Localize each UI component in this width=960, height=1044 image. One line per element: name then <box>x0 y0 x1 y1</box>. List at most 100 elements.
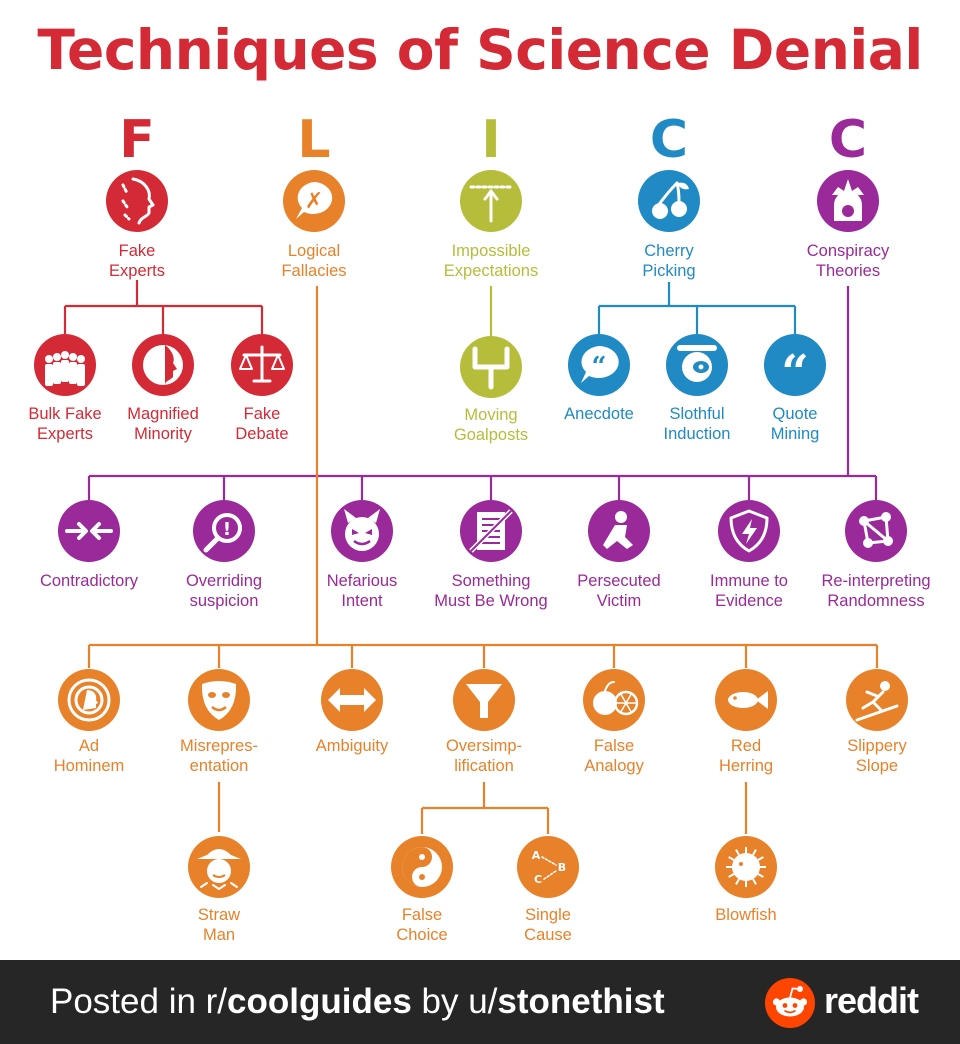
svg-text:✗: ✗ <box>305 189 323 214</box>
node-immune-to-evidence: Immune to Evidence <box>710 500 788 610</box>
node-label-line: Fake <box>119 242 156 260</box>
abc-arrows-icon: A B C <box>532 849 566 886</box>
node-fake-experts: Fake Experts <box>106 170 168 280</box>
arrow-to-dotted-line-icon <box>469 185 513 223</box>
node-re-interpreting-randomness: Re-interpreting Randomness <box>821 500 931 610</box>
node-label-line: lification <box>454 757 514 775</box>
node-label-line: Overriding <box>186 572 262 590</box>
category-letter: I <box>481 110 500 170</box>
target-head-icon <box>67 678 111 722</box>
node-label-line: Slothful <box>669 405 724 423</box>
node-label-line: False <box>402 906 442 924</box>
node-label-line: Slippery <box>847 737 907 755</box>
node-circle <box>638 170 700 232</box>
svg-text:“: “ <box>781 345 809 401</box>
speech-bubble-x-icon: ✗ <box>296 182 333 219</box>
svg-text:!: ! <box>223 519 231 540</box>
node-ambiguity: Ambiguity <box>316 669 389 755</box>
node-label-line: Debate <box>235 425 288 443</box>
node-label-line: Cause <box>524 926 572 944</box>
node-label-line: Experts <box>109 262 165 280</box>
node-label-line: Logical <box>288 242 340 260</box>
diagram-nodes: F L I C C Fake Experts ✗ Logical Fallacies Impossi… <box>28 110 930 944</box>
node-label-line: Theories <box>816 262 880 280</box>
reddit-snoo-icon[interactable] <box>765 978 815 1028</box>
node-misrepres-entation: Misrepres-entation <box>180 669 258 775</box>
blowfish-icon <box>726 847 766 887</box>
node-cherry-picking: Cherry Picking <box>638 170 700 280</box>
node-label-line: Contradictory <box>40 572 139 590</box>
node-label-line: Quote <box>773 405 818 423</box>
node-impossible-expectations: Impossible Expectations <box>444 170 538 280</box>
svg-text:C: C <box>534 873 542 886</box>
sloth-icon <box>677 345 717 382</box>
footer-middle: by u/ <box>411 982 498 1021</box>
node-label-line: Conspiracy <box>807 242 890 260</box>
node-label-line: Single <box>525 906 571 924</box>
crowd-icon <box>45 351 85 386</box>
node-label-line: Red <box>731 737 761 755</box>
node-label-line: Ambiguity <box>316 737 389 755</box>
opposing-arrows-icon <box>65 522 113 540</box>
node-fake-debate: Fake Debate <box>231 334 293 443</box>
crossed-document-icon <box>469 509 513 553</box>
node-label-line: Choice <box>396 926 447 944</box>
footer-bar: Posted in r/coolguides by u/stonethist r… <box>0 960 960 1044</box>
category-letter: F <box>119 110 155 170</box>
cherries-icon <box>652 181 689 219</box>
node-straw-man: Straw Man <box>188 836 250 944</box>
svg-text:B: B <box>558 861 566 874</box>
tinfoil-head-icon <box>832 179 864 221</box>
kneeling-figure-icon <box>603 511 633 549</box>
node-circle <box>106 170 168 232</box>
node-label-line: Intent <box>341 592 383 610</box>
node-label-line: Evidence <box>715 592 783 610</box>
node-label-line: Slope <box>856 757 898 775</box>
node-label-line: Re-interpreting <box>821 572 930 590</box>
node-slothful-induction: Slothful Induction <box>664 334 731 443</box>
user-link[interactable]: stonethist <box>497 982 665 1021</box>
node-single-cause: A B C Single Cause <box>517 836 579 944</box>
slipping-figure-icon <box>855 681 899 722</box>
category-letter: C <box>829 110 867 170</box>
node-label-line: Impossible <box>452 242 531 260</box>
funnel-icon <box>466 684 502 718</box>
node-false-analogy: False Analogy <box>583 669 645 775</box>
node-label-line: Misrepres- <box>180 737 258 755</box>
svg-text:A: A <box>532 849 541 862</box>
node-ad-hominem: Ad Hominem <box>54 669 124 775</box>
node-label-line: Expectations <box>444 262 538 280</box>
category-letter: L <box>297 110 330 170</box>
shield-bolt-icon <box>729 509 769 553</box>
scales-icon <box>239 345 285 383</box>
node-slippery-slope: Slippery Slope <box>846 669 908 775</box>
category-letter: C <box>650 110 688 170</box>
node-something-must-be-wrong: Something Must Be Wrong <box>434 500 548 610</box>
mask-icon <box>201 681 237 720</box>
node-label-line: Induction <box>664 425 731 443</box>
node-anecdote: “ Anecdote <box>564 334 634 423</box>
node-label-line: Anecdote <box>564 405 634 423</box>
yin-yang-icon <box>402 847 442 887</box>
node-quote-mining: “ Quote Mining <box>764 334 826 443</box>
node-label-line: entation <box>190 757 249 775</box>
node-label-line: Mining <box>771 425 820 443</box>
node-label-line: Minority <box>134 425 193 443</box>
node-overriding-suspicion: ! Overriding suspicion <box>186 500 262 610</box>
subreddit-link[interactable]: coolguides <box>227 982 412 1021</box>
node-moving-goalposts: Moving Goalposts <box>454 336 528 444</box>
node-logical-fallacies: ✗ Logical Fallacies <box>281 170 347 280</box>
quote-bubble-icon: “ <box>581 346 619 383</box>
node-oversimp-lification: Oversimp-lification <box>446 669 522 775</box>
node-label-line: Immune to <box>710 572 788 590</box>
node-label-line: Straw <box>198 906 240 924</box>
magnified-face-icon <box>143 345 183 385</box>
node-persecuted-victim: Persecuted Victim <box>577 500 661 610</box>
node-label-line: Oversimp- <box>446 737 522 755</box>
node-label-line: Persecuted <box>577 572 660 590</box>
node-label-line: Ad <box>79 737 99 755</box>
face-profile-icon <box>121 177 155 225</box>
node-label-line: Blowfish <box>715 906 776 924</box>
node-label-line: Fake <box>244 405 281 423</box>
node-label-line: Goalposts <box>454 426 528 444</box>
